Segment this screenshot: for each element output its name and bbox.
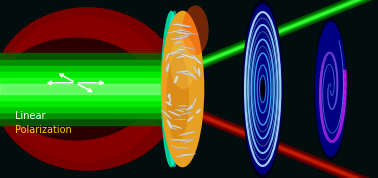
Ellipse shape	[166, 65, 169, 72]
Ellipse shape	[172, 23, 183, 25]
Ellipse shape	[175, 70, 191, 73]
Ellipse shape	[260, 78, 265, 100]
Ellipse shape	[166, 11, 183, 167]
Ellipse shape	[168, 98, 171, 105]
Ellipse shape	[188, 70, 197, 80]
Ellipse shape	[178, 131, 196, 136]
Ellipse shape	[183, 139, 194, 143]
Ellipse shape	[174, 75, 178, 84]
Ellipse shape	[0, 37, 151, 141]
Ellipse shape	[170, 127, 177, 130]
Ellipse shape	[180, 109, 190, 110]
Ellipse shape	[182, 33, 198, 34]
Ellipse shape	[161, 11, 181, 167]
Ellipse shape	[170, 36, 197, 89]
Ellipse shape	[178, 105, 188, 107]
Ellipse shape	[181, 139, 194, 140]
Ellipse shape	[170, 38, 184, 39]
Ellipse shape	[196, 109, 201, 114]
Ellipse shape	[187, 116, 194, 122]
Ellipse shape	[181, 72, 193, 76]
Ellipse shape	[170, 139, 188, 141]
Ellipse shape	[179, 112, 193, 115]
Ellipse shape	[193, 66, 198, 74]
Ellipse shape	[161, 110, 172, 119]
Ellipse shape	[170, 145, 181, 149]
Ellipse shape	[262, 83, 264, 95]
Ellipse shape	[180, 154, 190, 156]
Text: Polarization: Polarization	[15, 125, 72, 135]
Ellipse shape	[166, 50, 181, 56]
Ellipse shape	[170, 52, 183, 55]
Ellipse shape	[170, 125, 183, 129]
Ellipse shape	[315, 21, 347, 157]
Ellipse shape	[181, 54, 199, 60]
Ellipse shape	[198, 67, 200, 77]
Text: Linear: Linear	[15, 111, 46, 121]
Ellipse shape	[242, 0, 284, 178]
Ellipse shape	[314, 18, 347, 160]
Ellipse shape	[161, 11, 204, 167]
Ellipse shape	[177, 29, 192, 33]
Ellipse shape	[168, 111, 181, 117]
Ellipse shape	[187, 106, 194, 110]
Ellipse shape	[174, 119, 188, 120]
Ellipse shape	[166, 53, 189, 142]
Ellipse shape	[177, 49, 186, 50]
Ellipse shape	[175, 109, 184, 112]
Ellipse shape	[182, 5, 209, 55]
Ellipse shape	[167, 29, 186, 33]
Ellipse shape	[176, 55, 187, 58]
Ellipse shape	[176, 35, 192, 37]
Ellipse shape	[173, 41, 183, 44]
Ellipse shape	[243, 4, 282, 174]
Ellipse shape	[179, 71, 192, 76]
Ellipse shape	[175, 153, 196, 157]
Ellipse shape	[0, 16, 166, 162]
Ellipse shape	[187, 73, 196, 77]
Ellipse shape	[176, 32, 190, 35]
Ellipse shape	[170, 37, 189, 40]
Ellipse shape	[177, 45, 196, 50]
Ellipse shape	[192, 55, 202, 65]
Ellipse shape	[0, 7, 181, 171]
Ellipse shape	[167, 63, 169, 71]
Ellipse shape	[166, 101, 172, 106]
Ellipse shape	[192, 97, 197, 108]
Ellipse shape	[167, 93, 171, 99]
Ellipse shape	[175, 24, 191, 27]
Ellipse shape	[259, 72, 266, 106]
Ellipse shape	[260, 78, 265, 100]
Ellipse shape	[173, 36, 188, 40]
Ellipse shape	[187, 104, 193, 111]
Ellipse shape	[166, 53, 169, 61]
Ellipse shape	[167, 119, 172, 129]
